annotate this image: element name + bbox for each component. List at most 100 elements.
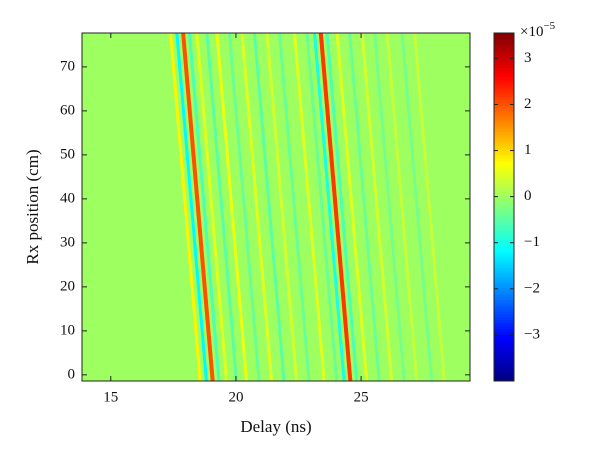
colorbar-cell bbox=[494, 174, 514, 179]
colorbar-cell bbox=[494, 111, 514, 115]
streak bbox=[413, 33, 446, 381]
streak bbox=[187, 33, 221, 381]
colorbar bbox=[494, 32, 514, 382]
colorbar-cell bbox=[494, 35, 514, 40]
y-tick-label: 0 bbox=[68, 366, 76, 382]
colorbar-cell bbox=[494, 47, 514, 51]
colorbar-cell bbox=[494, 273, 514, 277]
y-tick-label: 50 bbox=[60, 146, 75, 162]
colorbar-cell bbox=[494, 334, 514, 338]
colorbar-cell bbox=[494, 154, 514, 158]
colorbar-cell bbox=[494, 229, 514, 234]
colorbar-tick-label: −3 bbox=[524, 326, 540, 342]
colorbar-cell bbox=[494, 235, 514, 240]
colorbar-cell bbox=[494, 84, 514, 89]
colorbar-cell bbox=[494, 209, 514, 214]
streak bbox=[335, 33, 369, 381]
colorbar-tick-label: 1 bbox=[524, 142, 532, 158]
colorbar-cell bbox=[494, 305, 514, 309]
colorbar-cell bbox=[494, 145, 514, 150]
streak bbox=[277, 33, 311, 381]
colorbar-cell bbox=[494, 227, 514, 231]
streak bbox=[240, 33, 274, 381]
colorbar-scale: ×10−5 bbox=[520, 20, 556, 41]
colorbar-cell bbox=[494, 331, 514, 335]
colorbar-cell bbox=[494, 142, 514, 147]
y-tick-label: 60 bbox=[60, 102, 75, 118]
colorbar-cell bbox=[494, 44, 514, 48]
colorbar-cell bbox=[494, 267, 514, 272]
colorbar-cell bbox=[494, 293, 514, 298]
colorbar-cell bbox=[494, 122, 514, 127]
colorbar-cell bbox=[494, 180, 514, 185]
colorbar-cell bbox=[494, 348, 514, 353]
colorbar-cell bbox=[494, 302, 514, 306]
colorbar-cell bbox=[494, 67, 514, 71]
streak bbox=[325, 33, 359, 381]
colorbar-cell bbox=[494, 354, 514, 359]
colorbar-cell bbox=[494, 166, 514, 170]
colorbar-cell bbox=[494, 279, 514, 283]
y-tick-label: 20 bbox=[60, 278, 75, 294]
colorbar-cell bbox=[494, 374, 514, 379]
colorbar-cell bbox=[494, 285, 514, 289]
colorbar-cell bbox=[494, 169, 514, 173]
colorbar-cell bbox=[494, 357, 514, 361]
y-tick-label: 40 bbox=[60, 190, 75, 206]
colorbar-cell bbox=[494, 148, 514, 153]
streak bbox=[313, 33, 346, 381]
streak bbox=[169, 33, 202, 381]
heatmap bbox=[82, 33, 470, 381]
colorbar-cell bbox=[494, 137, 514, 141]
colorbar-cell bbox=[494, 58, 514, 63]
colorbar-cell bbox=[494, 212, 514, 216]
colorbar-cell bbox=[494, 261, 514, 266]
colorbar-tick-label: 3 bbox=[524, 50, 532, 66]
y-axis-label: Rx position (cm) bbox=[23, 149, 42, 264]
colorbar-cell bbox=[494, 93, 514, 98]
colorbar-cell bbox=[494, 195, 514, 199]
colorbar-frame bbox=[493, 32, 515, 382]
colorbar-tick-label: −2 bbox=[524, 280, 540, 296]
colorbar-cell bbox=[494, 41, 514, 45]
colorbar-cell bbox=[494, 343, 514, 347]
colorbar-cell bbox=[494, 316, 514, 321]
colorbar-cell bbox=[494, 325, 514, 330]
colorbar-cell bbox=[494, 82, 514, 86]
streak bbox=[175, 33, 208, 381]
colorbar-cell bbox=[494, 360, 514, 364]
colorbar-cell bbox=[494, 125, 514, 129]
x-axis-label: Delay (ns) bbox=[240, 417, 311, 436]
colorbar-cell bbox=[494, 200, 514, 205]
colorbar-cell bbox=[494, 247, 514, 251]
colorbar-cell bbox=[494, 299, 514, 303]
colorbar-cell bbox=[494, 79, 514, 83]
plot-frame bbox=[81, 32, 471, 382]
colorbar-cell bbox=[494, 177, 514, 182]
colorbar-cell bbox=[494, 105, 514, 109]
colorbar-cell bbox=[494, 270, 514, 274]
colorbar-cell bbox=[494, 218, 514, 222]
colorbar-cell bbox=[494, 61, 514, 66]
colorbar-cell bbox=[494, 108, 514, 112]
streak bbox=[181, 33, 215, 381]
scale-base: ×10 bbox=[520, 24, 543, 40]
streak bbox=[305, 33, 339, 381]
background-field bbox=[82, 33, 470, 381]
colorbar-cell bbox=[494, 32, 514, 37]
colorbar-cell bbox=[494, 264, 514, 269]
streak bbox=[265, 33, 299, 381]
colorbar-cell bbox=[494, 171, 514, 176]
colorbar-cell bbox=[494, 102, 514, 106]
colorbar-cell bbox=[494, 131, 514, 135]
colorbar-cell bbox=[494, 372, 514, 376]
colorbar-cell bbox=[494, 160, 514, 164]
colorbar-cell bbox=[494, 366, 514, 370]
colorbar-cell bbox=[494, 206, 514, 211]
colorbar-cell bbox=[494, 134, 514, 138]
colorbar-cell bbox=[494, 322, 514, 327]
colorbar-cell bbox=[494, 308, 514, 312]
colorbar-cell bbox=[494, 186, 514, 190]
streak bbox=[252, 33, 286, 381]
colorbar-cell bbox=[494, 73, 514, 77]
